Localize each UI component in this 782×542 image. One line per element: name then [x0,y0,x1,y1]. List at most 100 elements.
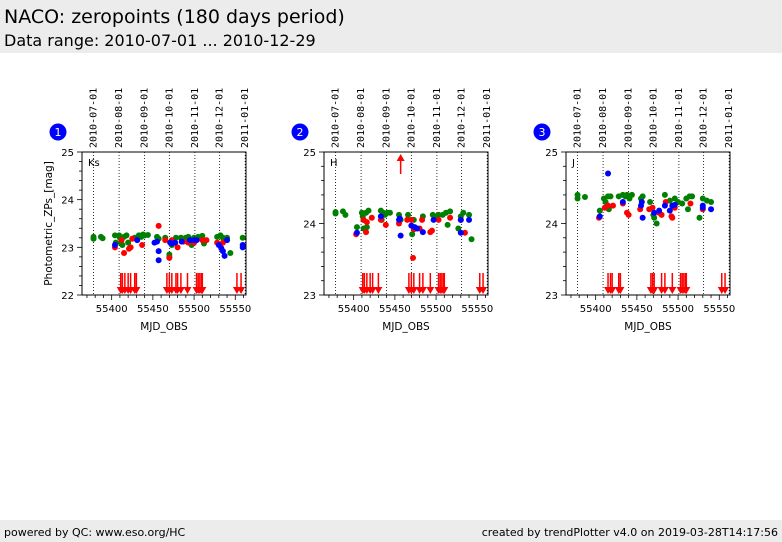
x-tick-label: 55400 [580,304,612,315]
date-tick-label: 2010-12-01 [215,88,226,148]
y-tick-label: 25 [545,148,558,159]
data-point-blue [178,238,185,245]
data-point-green [227,250,234,257]
date-tick-label: 2010-08-01 [356,88,367,148]
date-tick-label: 2010-12-01 [699,88,710,148]
x-axis-label: MJD_OBS [382,321,430,333]
date-tick-label: 2011-01-01 [240,88,251,148]
date-tick-label: 2010-09-01 [140,88,151,148]
upper-limit-arrow-head [479,287,488,294]
data-point-green [386,209,393,216]
date-tick-label: 2010-07-01 [573,88,584,148]
upper-limit-arrow-head [368,287,377,294]
data-point-green [90,235,97,242]
data-point-green [466,211,473,218]
data-point-blue [430,216,437,223]
data-point-green [353,224,360,231]
date-tick-label: 2010-10-01 [648,88,659,148]
x-tick-label: 55500 [662,304,694,315]
data-point-blue [353,229,360,236]
data-point-green [468,236,475,243]
data-point-green [689,193,696,200]
plot-area [332,154,488,294]
data-point-blue [219,248,226,255]
data-point-green [661,191,668,198]
plot-frame [323,151,489,296]
upper-limit-arrow-head [183,287,192,294]
data-point-green [684,206,691,213]
panel-number-badge [533,123,551,141]
data-point-green [342,211,349,218]
data-point-red [447,214,454,221]
upper-limit-arrow-head [682,287,691,294]
date-tick-label: 2010-12-01 [457,88,468,148]
footer-powered-by[interactable]: powered by QC: www.eso.org/HC [4,526,186,539]
footer-created-by: created by trendPlotter v4.0 on 2019-03-… [481,526,778,539]
data-point-blue [638,199,645,206]
data-point-green [574,195,581,202]
data-point-green [119,241,126,248]
upper-limit-arrow-head [176,287,185,294]
data-point-red [625,211,632,218]
data-point-red [162,237,169,244]
x-tick-label: 55550 [219,304,251,315]
data-point-blue [155,257,162,264]
date-tick-label: 2010-09-01 [624,88,635,148]
upper-limit-arrow-head [418,287,427,294]
data-point-blue [457,216,464,223]
y-tick-label: 22 [61,291,74,302]
data-point-green [708,199,715,206]
data-point-red [605,202,612,209]
y-tick-label: 25 [303,148,316,159]
x-tick-label: 55400 [96,304,128,315]
data-point-green [125,239,132,246]
y-tick-label: 24 [303,220,316,231]
data-point-red [174,244,181,251]
x-tick-label: 55450 [621,304,653,315]
upper-limit-arrow-head [668,287,677,294]
data-point-blue [466,216,473,223]
data-point-green [581,194,588,201]
data-point-green [144,231,151,238]
date-tick-label: 2010-10-01 [406,88,417,148]
chart-panel-2: 2010-07-01 2010-08-01 2010-09-01 2010-10-01… [291,88,493,333]
panel-number-badge [49,123,67,141]
data-point-blue [661,202,668,209]
data-point-green [199,232,206,239]
data-point-red [166,254,173,261]
upper-limit-arrow-head [426,287,435,294]
data-point-green [651,214,658,221]
data-point-blue [193,237,200,244]
data-point-green [99,235,106,242]
x-tick-label: 55550 [703,304,735,315]
data-point-blue [414,225,421,232]
filter-label: H [330,158,338,169]
data-point-green [123,232,130,239]
data-point-blue [134,237,141,244]
data-point-green [639,193,646,200]
data-point-blue [172,239,179,246]
x-tick-label: 55550 [461,304,493,315]
data-point-blue [153,238,160,245]
data-point-blue [619,199,626,206]
data-point-green [239,234,246,241]
data-point-green [447,208,454,215]
upper-limit-arrow-head [721,287,730,294]
upper-limit-arrow-head [198,287,207,294]
date-tick-label: 2010-11-01 [190,88,201,148]
y-tick-label: 25 [61,148,74,159]
date-tick-label: 2010-07-01 [89,88,100,148]
data-point-red [410,254,417,261]
data-point-blue [605,170,612,177]
plot-frame [565,151,731,296]
data-point-red [363,219,370,226]
date-tick-label: 2010-08-01 [598,88,609,148]
date-tick-label: 2010-10-01 [164,88,175,148]
data-point-blue [457,229,464,236]
plot-frame [81,151,247,296]
x-tick-label: 55450 [137,304,169,315]
footer: powered by QC: www.eso.org/HC created by… [0,520,782,542]
data-point-blue [186,237,193,244]
data-point-red [419,216,426,223]
